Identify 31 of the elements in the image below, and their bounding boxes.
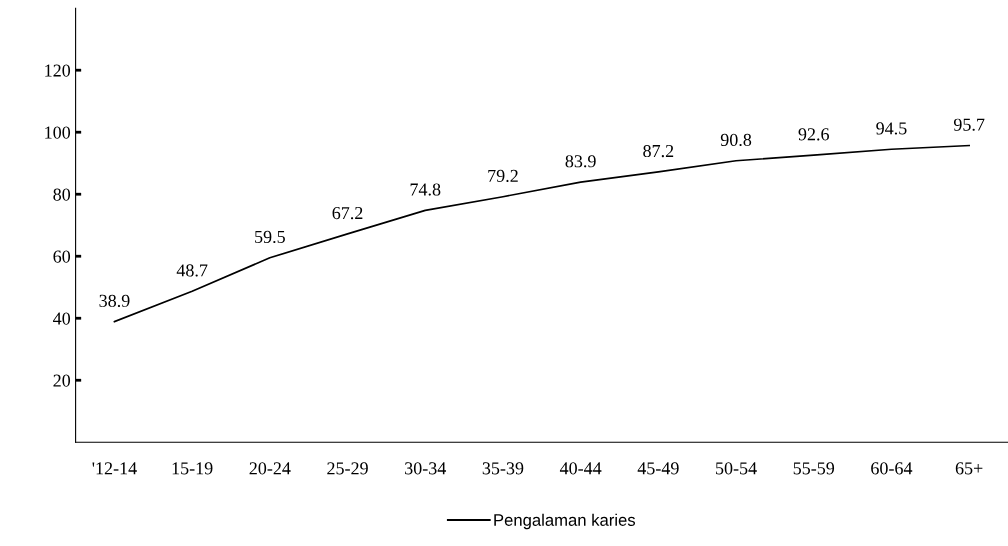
x-tick-label: 60-64	[871, 462, 913, 475]
y-tick-label: 60	[53, 250, 71, 263]
x-tick-label: 15-19	[172, 462, 213, 475]
x-tick-label: 20-24	[249, 462, 291, 475]
data-label: 59.5	[255, 230, 285, 244]
data-label: 38.9	[99, 294, 130, 307]
x-tick-label: 50-54	[716, 462, 757, 475]
x-tick-label: 65+	[955, 462, 983, 475]
data-label: 48.7	[176, 264, 208, 277]
y-tick-label: 40	[53, 312, 71, 325]
x-tick-label: 55-59	[793, 462, 835, 475]
data-label: 90.8	[720, 133, 752, 147]
x-tick-label: 35-39	[482, 462, 524, 475]
data-label: 95.7	[953, 118, 985, 131]
data-label: 67.2	[332, 206, 363, 220]
y-tick-label: 120	[45, 64, 71, 77]
y-tick-label: 100	[45, 126, 71, 139]
x-tick-label: '12-14	[92, 462, 137, 475]
legend-label: Pengalaman karies	[494, 513, 636, 530]
data-label: 87.2	[643, 144, 674, 158]
data-label: 79.2	[488, 169, 518, 182]
y-tick-label: 20	[53, 374, 71, 387]
x-tick-label: 25-29	[327, 462, 368, 475]
data-label: 94.5	[876, 122, 907, 135]
y-tick-label: 80	[53, 188, 71, 201]
data-label: 83.9	[565, 155, 596, 168]
data-label: 92.6	[798, 128, 830, 141]
data-label: 74.8	[410, 183, 441, 196]
x-tick-label: 45-49	[637, 462, 679, 475]
x-tick-label: 30-34	[405, 462, 447, 475]
x-tick-label: 40-44	[559, 462, 602, 475]
